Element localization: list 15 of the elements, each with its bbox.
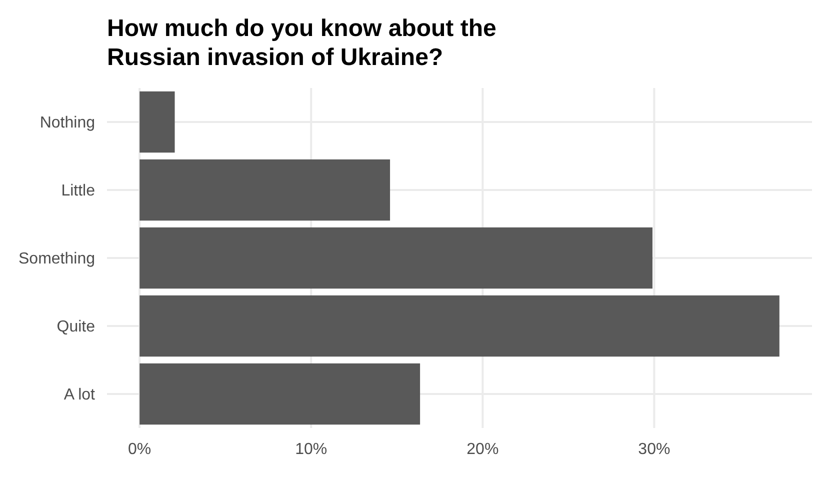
bar [140, 363, 420, 425]
y-tick-label: Nothing [40, 114, 95, 132]
x-tick-label: 30% [638, 441, 670, 458]
bar [140, 227, 652, 289]
x-tick-label: 0% [128, 441, 152, 458]
bar [140, 159, 390, 221]
y-tick-label: Quite [56, 318, 96, 336]
x-tick-label: 10% [295, 441, 328, 458]
bar [140, 295, 780, 357]
y-tick-label: Something [18, 250, 95, 268]
chart-title: How much do you know about the Russian invasion of Ukraine? [107, 15, 496, 71]
y-tick-label: A lot [64, 386, 96, 404]
bar [140, 91, 175, 153]
x-tick-label: 20% [466, 441, 499, 458]
y-tick-label: Little [61, 182, 96, 200]
